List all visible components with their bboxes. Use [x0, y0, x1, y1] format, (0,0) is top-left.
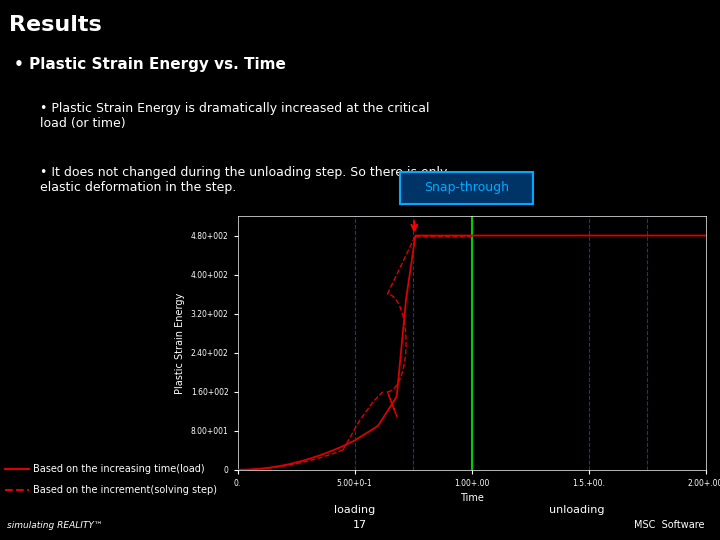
Text: • It does not changed during the unloading step. So there is only
elastic deform: • It does not changed during the unloadi… — [40, 166, 447, 194]
Text: • Plastic Strain Energy is dramatically increased at the critical
load (or time): • Plastic Strain Energy is dramatically … — [40, 102, 429, 130]
X-axis label: Time: Time — [459, 494, 484, 503]
FancyBboxPatch shape — [400, 172, 533, 204]
Text: loading: loading — [334, 505, 375, 515]
Text: MSC  Software: MSC Software — [634, 520, 705, 530]
Text: Snap-through: Snap-through — [423, 181, 509, 194]
Text: Based on the increasing time(load): Based on the increasing time(load) — [33, 464, 205, 474]
Text: • Plastic Strain Energy vs. Time: • Plastic Strain Energy vs. Time — [14, 57, 287, 72]
Text: Based on the increment(solving step): Based on the increment(solving step) — [33, 485, 217, 495]
Text: simulating REALITY™: simulating REALITY™ — [7, 521, 103, 530]
Y-axis label: Plastic Strain Energy: Plastic Strain Energy — [175, 292, 185, 394]
Text: unloading: unloading — [549, 505, 605, 515]
Text: 17: 17 — [353, 520, 367, 530]
Text: Results: Results — [9, 15, 102, 35]
